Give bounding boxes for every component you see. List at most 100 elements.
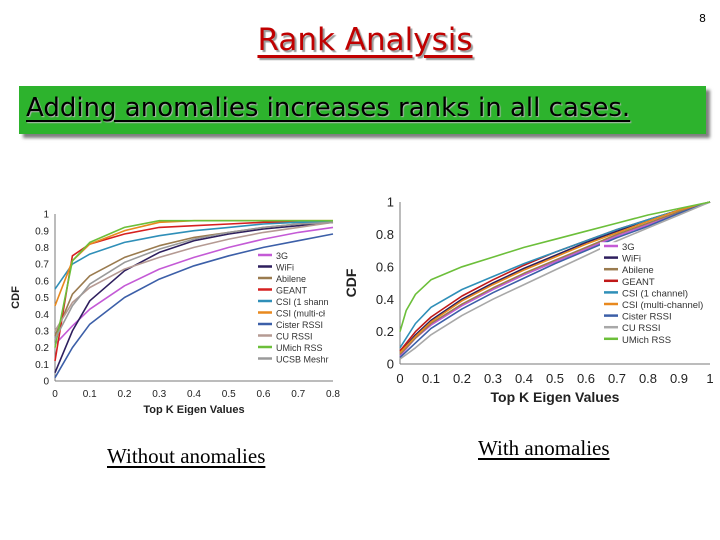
legend-label-6: Cister RSSI: [622, 312, 672, 323]
x-tick-label: 0.1: [83, 389, 97, 400]
x-axis-label: Top K Eigen Values: [143, 404, 244, 415]
legend-bg: [254, 262, 338, 276]
x-axis-label: Top K Eigen Values: [491, 389, 620, 405]
chart-with-anomalies: 0 0.2 0.4 0.6 0.8 1 0 0.1 0.2 0.3 0.4 0.5 0.6 0.7 0.8 0…: [343, 195, 714, 405]
y-tick-label: 0.4: [376, 292, 394, 307]
legend-label-8: UMich RSS: [622, 335, 671, 346]
legend-label-4: CSI (1 shann: [276, 297, 329, 307]
series-line-4: [54, 221, 333, 290]
legend-label-8: UMich RSS: [276, 343, 323, 353]
legend-bg: [254, 320, 338, 333]
x-tick-label: 0.5: [546, 371, 564, 386]
series-line-4: [399, 201, 711, 349]
series-line-8: [399, 201, 711, 332]
y-tick-label: 0: [43, 377, 49, 388]
legend-bg: [254, 251, 338, 264]
legend-bg: [254, 285, 338, 299]
x-tick-label: 0.4: [187, 389, 201, 400]
legend-bg: [600, 288, 712, 302]
y-tick-label: 0.1: [35, 360, 49, 371]
legend-label-5: CSI (multi-channel): [622, 300, 703, 311]
series-line-7: [399, 201, 711, 360]
series-line-3: [54, 221, 333, 362]
slide-title: Rank Analysis: [257, 22, 473, 58]
series-line-8: [54, 219, 333, 348]
banner-box: [19, 86, 706, 134]
legend-bg: [600, 265, 712, 278]
x-tick-label: 0.8: [639, 371, 657, 386]
x-tick-label: 0.9: [670, 371, 688, 386]
x-tick-label: 0.6: [257, 389, 271, 400]
y-axis-label: CDF: [10, 286, 22, 309]
legend-label-3: GEANT: [276, 286, 308, 296]
x-tick-label: 1: [706, 371, 713, 386]
y-axis-label: CDF: [343, 268, 359, 297]
legend-bg: [254, 331, 338, 345]
x-tick-label: 0.7: [291, 389, 305, 400]
y-tick-label: 0.3: [35, 326, 49, 337]
legend-label-1: WiFi: [622, 254, 641, 265]
legend-label-6: Cister RSSI: [276, 320, 323, 330]
legend-label-5: CSI (multi-cł: [276, 309, 325, 319]
legend-bg: [254, 274, 338, 287]
x-tick-label: 0.1: [422, 371, 440, 386]
y-tick-label: 1: [387, 195, 394, 210]
legend-label-0: 3G: [276, 251, 288, 261]
legend-bg: [600, 242, 712, 255]
series-line-2: [399, 201, 711, 355]
y-tick-label: 0.8: [35, 243, 49, 254]
y-tick-label: 0.4: [35, 310, 49, 321]
y-tick-label: 0.2: [35, 343, 49, 354]
x-tick-label: 0.3: [152, 389, 166, 400]
series-line-1: [54, 221, 334, 374]
x-tick-label: 0.8: [326, 389, 340, 400]
series-line-6: [54, 233, 334, 379]
y-tick-label: 0.7: [35, 260, 49, 271]
legend-label-3: GEANT: [622, 277, 655, 288]
legend-label-2: Abilene: [622, 265, 654, 276]
y-tick-label: 0.8: [376, 227, 394, 242]
banner-text: Adding anomalies increases ranks in all …: [26, 93, 631, 123]
y-tick-label: 0: [387, 357, 394, 372]
legend-bg: [600, 300, 712, 313]
chart-without-anomalies: 0 0.1 0.2 0.3 0.4 0.5 0.6 0.7 0.8 0.9 1 0 0.1 0.2 0.3 0…: [10, 210, 340, 415]
legend-bg: [254, 297, 338, 310]
legend-bg: [600, 277, 712, 290]
legend-bg: [254, 343, 338, 356]
y-tick-label: 0.6: [35, 276, 49, 287]
series-line-9: [54, 221, 334, 340]
series-line-5: [399, 201, 711, 354]
legend-label-9: UCSB Meshr: [276, 355, 329, 365]
legend-bg: [600, 253, 712, 267]
legend-label-2: Abilene: [276, 274, 306, 284]
caption-with-anomalies: With anomalies: [478, 436, 610, 460]
x-tick-label: 0: [396, 371, 403, 386]
x-tick-label: 0.5: [222, 389, 236, 400]
legend-label-1: WiFi: [276, 263, 294, 273]
legend-label-4: CSI (1 channel): [622, 288, 688, 299]
legend-bg: [600, 335, 712, 348]
y-tick-label: 0.2: [376, 324, 394, 339]
page-number: 8: [699, 12, 706, 25]
caption-without-anomalies: Without anomalies: [107, 444, 266, 468]
legend-bg: [254, 308, 338, 322]
legend-bg: [254, 354, 338, 368]
x-tick-label: 0: [52, 389, 58, 400]
series-line-6: [399, 201, 711, 359]
x-tick-label: 0.2: [118, 389, 132, 400]
legend-label-7: CU RSSI: [622, 323, 661, 334]
legend-bg: [600, 311, 712, 325]
y-tick-label: 0.6: [376, 259, 394, 274]
legend-bg: [600, 323, 712, 336]
y-tick-label: 0.9: [35, 226, 49, 237]
x-tick-label: 0.4: [515, 371, 533, 386]
y-tick-label: 1: [43, 210, 49, 221]
y-tick-label: 0.5: [35, 293, 49, 304]
series-line-0: [54, 226, 334, 345]
x-tick-label: 0.3: [484, 371, 502, 386]
legend-label-0: 3G: [622, 242, 635, 253]
x-tick-label: 0.2: [453, 371, 471, 386]
x-tick-label: 0.6: [577, 371, 595, 386]
legend-label-7: CU RSSI: [276, 332, 313, 342]
x-tick-label: 0.7: [608, 371, 626, 386]
